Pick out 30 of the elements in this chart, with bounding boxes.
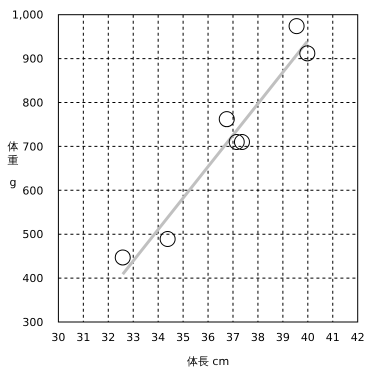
x-tick-label: 31 bbox=[76, 331, 90, 344]
x-tick-label: 42 bbox=[350, 331, 365, 344]
point bbox=[160, 231, 176, 248]
x-tick-label: 41 bbox=[326, 331, 340, 344]
y-tick-label: 800 bbox=[22, 96, 44, 110]
y-tick-label: 500 bbox=[22, 228, 44, 242]
x-tick-label: 36 bbox=[201, 331, 216, 344]
x-tick-label: 34 bbox=[151, 331, 166, 344]
y-axis-title: 体重 g bbox=[8, 140, 18, 189]
x-axis-title: 体長 cm bbox=[186, 355, 230, 368]
y-tick-label: 600 bbox=[22, 184, 44, 198]
x-tick-label: 30 bbox=[51, 331, 66, 344]
y-tick-label: 700 bbox=[22, 140, 44, 154]
x-tick-label: 39 bbox=[276, 331, 290, 344]
y-tick-label: 1,000 bbox=[12, 8, 44, 22]
x-tick-label: 40 bbox=[300, 331, 315, 344]
point bbox=[288, 18, 305, 34]
y-tick-label: 400 bbox=[22, 272, 44, 286]
y-tick-label: 900 bbox=[22, 52, 44, 66]
x-tick-label: 33 bbox=[126, 331, 140, 344]
point bbox=[114, 249, 131, 266]
x-tick-label: 32 bbox=[101, 331, 116, 344]
point bbox=[228, 134, 245, 150]
point bbox=[299, 45, 316, 62]
point bbox=[234, 134, 250, 150]
x-tick-label: 37 bbox=[226, 331, 240, 344]
x-tick-label: 35 bbox=[176, 331, 190, 344]
point bbox=[218, 111, 235, 128]
x-tick-label: 38 bbox=[250, 331, 265, 344]
y-tick-label: 300 bbox=[22, 316, 44, 329]
